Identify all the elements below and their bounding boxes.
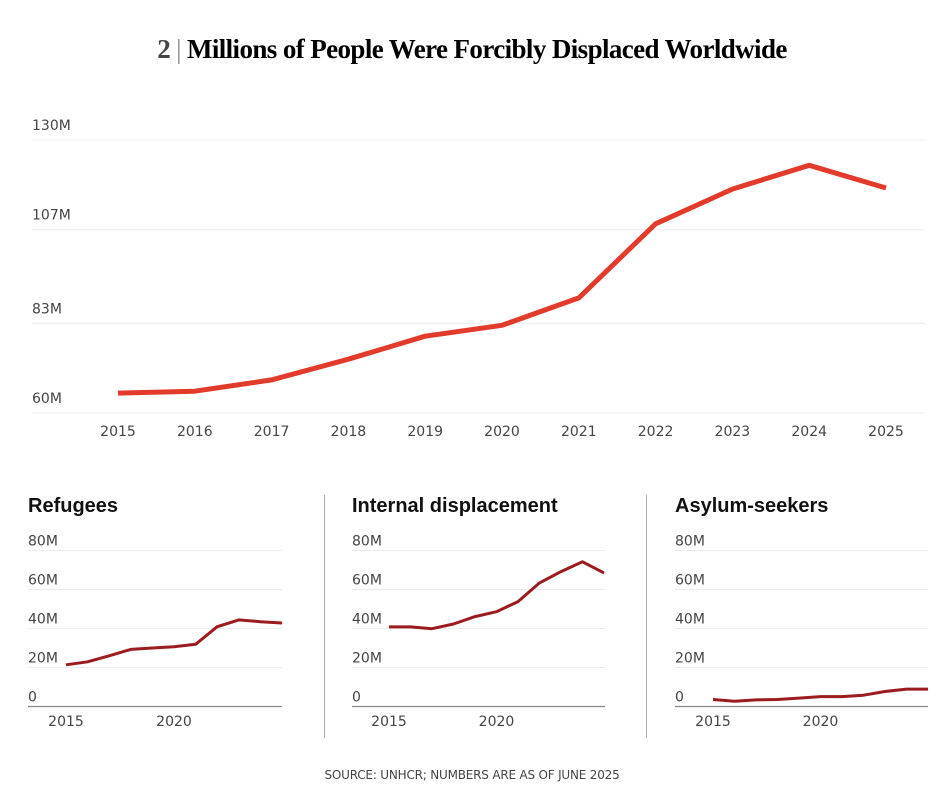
panel-y-tick-label: 80M (675, 534, 705, 550)
source-note: SOURCE: UNHCR; NUMBERS ARE AS OF JUNE 20… (324, 768, 620, 782)
panel-y-tick-label: 40M (352, 612, 382, 628)
panel-x-tick-label: 2015 (695, 714, 731, 730)
panel-y-tick-label: 20M (28, 651, 58, 667)
panel-y-tick-label: 20M (352, 651, 382, 667)
panel-y-tick-label: 0 (675, 690, 684, 706)
main-x-tick-label: 2023 (715, 424, 751, 440)
panel-x-tick-label: 2015 (371, 714, 407, 730)
panel-y-tick-label: 60M (352, 573, 382, 589)
panel-series-line (65, 618, 283, 667)
main-x-tick-label: 2019 (407, 424, 443, 440)
chart-number: 2 (157, 34, 171, 64)
main-x-tick-label: 2024 (791, 424, 827, 440)
main-y-tick-label: 107M (32, 208, 71, 224)
panel-title: Refugees (28, 495, 118, 517)
panel-y-tick-label: 60M (28, 573, 58, 589)
panel-series-line (389, 560, 605, 631)
panel-title: Internal displacement (352, 495, 558, 517)
main-x-tick-label: 2015 (100, 424, 136, 440)
chart-title: 2 | Millions of People Were Forcibly Displ… (0, 34, 944, 65)
internal-displacement-panel: Internal displacement 0 20M 40M 60M 80M 2015 20… (352, 495, 605, 730)
panel-x-tick-label: 2015 (48, 714, 84, 730)
panel-y-tick-label: 40M (28, 612, 58, 628)
panel-y-tick-label: 0 (352, 690, 361, 706)
panel-y-tick-label: 80M (352, 534, 382, 550)
panel-x-tick-label: 2020 (803, 714, 839, 730)
panel-y-tick-label: 60M (675, 573, 705, 589)
asylum-seekers-panel: Asylum-seekers 0 20M 40M 60M 80M 2015 2020 (675, 495, 929, 730)
panel-series-line (712, 687, 928, 703)
main-y-tick-label: 83M (32, 301, 62, 317)
panel-x-tick-label: 2020 (479, 714, 515, 730)
main-x-tick-label: 2020 (484, 424, 520, 440)
main-y-tick-label: 130M (32, 118, 71, 134)
main-x-tick-label: 2022 (638, 424, 674, 440)
chart-title-text: Millions of People Were Forcibly Displac… (186, 34, 787, 64)
panel-y-tick-label: 40M (675, 612, 705, 628)
panel-x-tick-label: 2020 (156, 714, 192, 730)
panel-y-tick-label: 20M (675, 651, 705, 667)
main-x-tick-label: 2018 (331, 424, 367, 440)
main-x-tick-label: 2021 (561, 424, 597, 440)
refugees-panel: Refugees 0 20M 40M 60M 80M 2015 2020 (28, 495, 283, 730)
main-x-tick-label: 2016 (177, 424, 213, 440)
panel-y-tick-label: 0 (28, 690, 37, 706)
main-x-tick-label: 2025 (868, 424, 904, 440)
panel-y-tick-label: 80M (28, 534, 58, 550)
panel-title: Asylum-seekers (675, 495, 828, 517)
main-x-tick-label: 2017 (254, 424, 290, 440)
main-line-chart: 60M 83M 107M 130M 2015 2016 2017 2018 2019 2020 20… (32, 118, 925, 440)
main-series-line (117, 162, 887, 396)
title-separator: | (176, 34, 181, 64)
main-y-tick-label: 60M (32, 391, 62, 407)
